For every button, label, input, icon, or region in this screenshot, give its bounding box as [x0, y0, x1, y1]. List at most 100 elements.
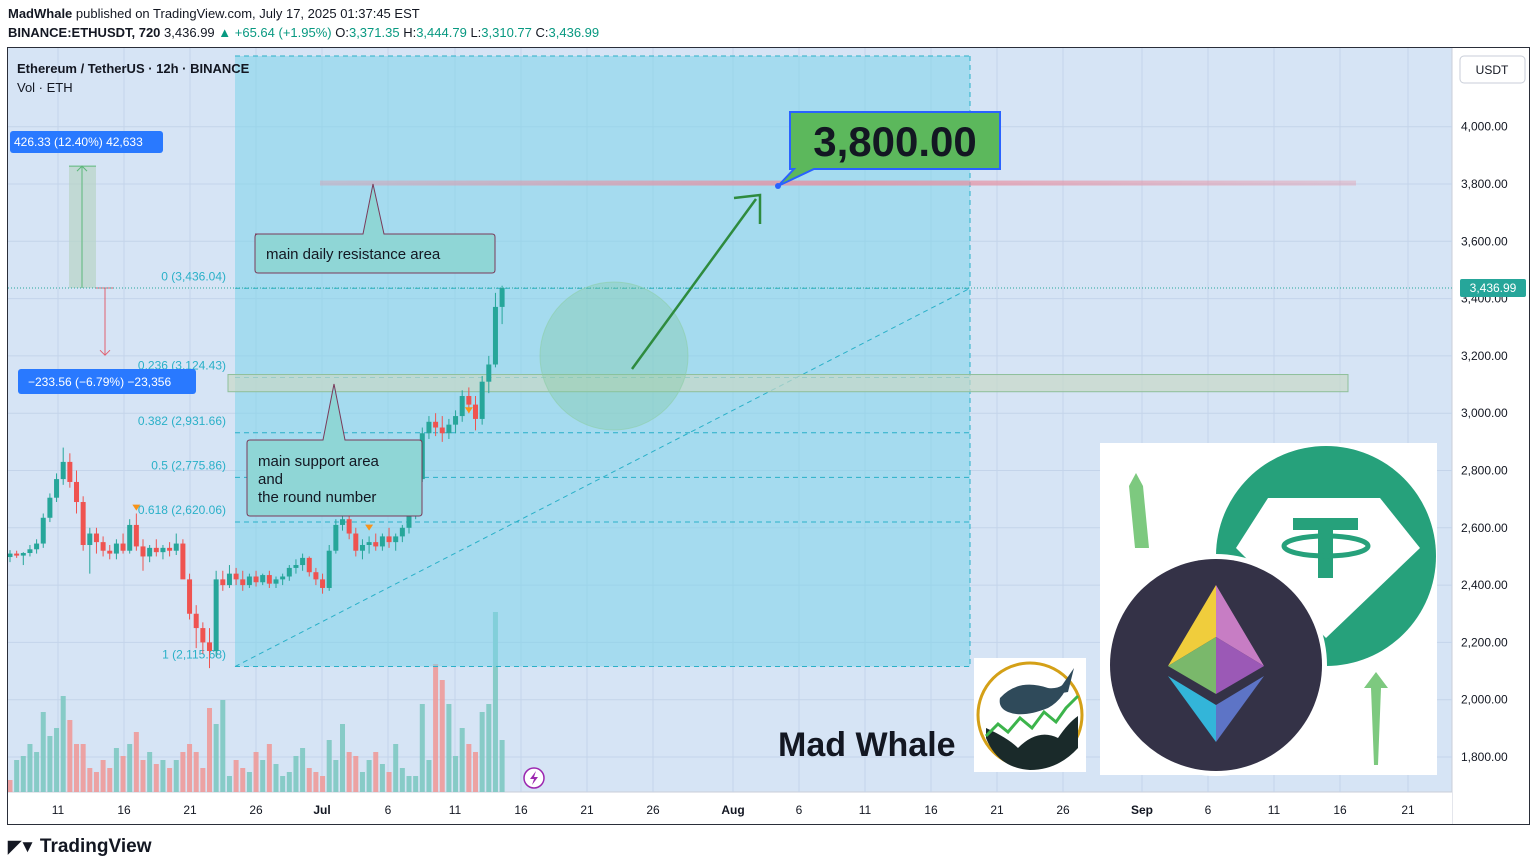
candle-body [67, 461, 73, 482]
volume-bar [47, 736, 53, 792]
currency-button[interactable]: USDT [1459, 55, 1526, 84]
volume-bar [366, 760, 372, 792]
volume-bar [8, 780, 13, 792]
candle-body [207, 642, 212, 651]
eth-usdt-logo [1100, 443, 1437, 776]
candle-body [293, 565, 299, 568]
resistance-callout[interactable]: main daily resistance area [254, 183, 496, 274]
volume-bar [340, 724, 345, 792]
candle-body [133, 524, 139, 547]
volume-bars [8, 612, 505, 792]
volume-bar [180, 752, 186, 792]
volume-bar [333, 760, 339, 792]
candle-body [326, 550, 332, 588]
target-callout[interactable]: 3,800.00 [775, 111, 1001, 189]
measure-up-label: 426.33 (12.40%) 42,633 [14, 135, 143, 149]
candle-body [8, 553, 13, 558]
legend-title[interactable]: Ethereum / TetherUS · 12h · BINANCE [17, 61, 250, 76]
volume-bar [346, 752, 352, 792]
price-tick-label: 3,200.00 [1461, 349, 1508, 363]
candle-body [147, 547, 153, 557]
time-tick-label: 11 [52, 803, 65, 817]
candle-body [107, 550, 113, 554]
volume-bar [399, 768, 405, 792]
candle-body [320, 579, 326, 588]
time-axis[interactable] [8, 792, 1452, 824]
candle-body [273, 579, 279, 584]
candle-body [180, 543, 186, 580]
candle-body [200, 628, 206, 643]
footer-brand[interactable]: ◤▼ TradingView [8, 836, 151, 858]
author-name[interactable]: MadWhale [8, 6, 73, 21]
volume-bar [293, 756, 299, 792]
candle-body [240, 579, 246, 586]
candle-body [393, 536, 399, 543]
time-tick-label: 21 [1401, 803, 1415, 817]
volume-bar [120, 756, 126, 792]
time-tick-label: 11 [1268, 803, 1281, 817]
lightning-icon[interactable] [523, 767, 545, 789]
fib-levels: 0 (3,436.04)0.236 (3,124.43)0.382 (2,931… [138, 55, 971, 668]
candle-body [87, 533, 93, 545]
candle-body [379, 536, 385, 547]
candle-body [300, 557, 306, 566]
price-chart[interactable]: 0 (3,436.04)0.236 (3,124.43)0.382 (2,931… [8, 48, 1529, 824]
volume-bar [87, 768, 93, 792]
support-callout-line-3: the round number [258, 489, 376, 506]
measure-tools[interactable]: 426.33 (12.40%) 42,633 −233.56 (−6.79%) −… [10, 131, 196, 394]
volume-bar [14, 760, 20, 792]
target-arrow[interactable] [630, 193, 762, 370]
mad-whale-logo [974, 658, 1086, 772]
candle-body [193, 613, 199, 629]
volume-bar [127, 744, 133, 792]
price-tick-label: 2,800.00 [1461, 464, 1508, 478]
signal-marker [132, 504, 141, 511]
highlight-circle[interactable] [539, 281, 689, 431]
volume-bar [34, 752, 40, 792]
measure-down-tag [18, 369, 196, 394]
candle-body [373, 542, 379, 547]
volume-bar [300, 748, 306, 792]
volume-bar [54, 728, 60, 792]
volume-bar [67, 720, 73, 792]
resistance-zone[interactable] [320, 180, 1356, 186]
volume-bar [459, 728, 465, 792]
volume-bar [133, 732, 139, 792]
volume-bar [419, 704, 425, 792]
volume-bar [353, 756, 359, 792]
volume-bar [413, 776, 419, 792]
candle-body [492, 306, 498, 365]
candle-body [14, 553, 20, 556]
price-tick-label: 4,000.00 [1461, 120, 1508, 134]
fib-level-label: 0.618 (2,620.06) [138, 503, 226, 517]
target-price-label: 3,800.00 [813, 118, 977, 165]
volume-bar [479, 712, 485, 792]
volume-bar [473, 752, 478, 792]
volume-bar [386, 772, 392, 792]
volume-bar [266, 744, 272, 792]
price-axis[interactable] [1452, 48, 1529, 824]
fib-level-label: 0.5 (2,775.86) [151, 458, 226, 472]
candle-body [100, 542, 106, 551]
time-tick-label: Jul [313, 803, 330, 817]
volume-bar [260, 760, 266, 792]
price-tick-label: 2,000.00 [1461, 693, 1508, 707]
tradingview-logo-icon: ◤▼ [8, 837, 36, 856]
candle-body [333, 524, 339, 551]
time-tick-label: 11 [859, 803, 872, 817]
high-value: 3,444.79 [416, 25, 467, 40]
candle-body [167, 547, 173, 551]
support-callout[interactable]: main support area and the round number [246, 383, 423, 517]
candle-body [266, 575, 272, 584]
support-zone[interactable] [227, 374, 1349, 393]
volume-bar [80, 744, 86, 792]
volume-bar [107, 768, 113, 792]
candle-body [459, 396, 465, 417]
close-label: C: [535, 25, 549, 40]
legend-volume[interactable]: Vol · ETH [17, 80, 73, 95]
volume-bar [167, 768, 173, 792]
candle-body [280, 576, 286, 580]
time-ticks: 11 16 21 26 Jul 6 11 16 21 26 Aug 6 11 16 21 26 Sep 6 11 16… [52, 803, 1415, 817]
candle-body [486, 364, 492, 382]
volume-bar [359, 772, 365, 792]
